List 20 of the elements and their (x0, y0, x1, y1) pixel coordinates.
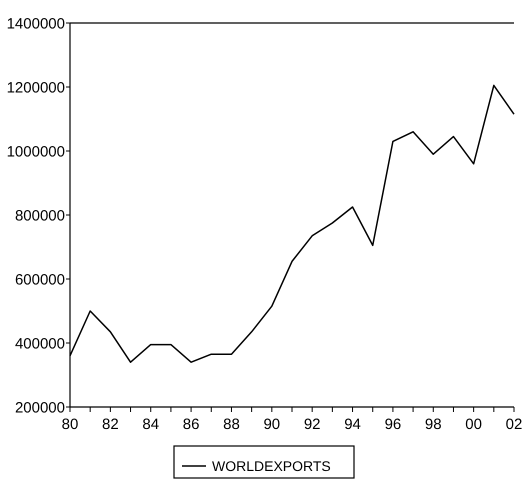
x-tick-label: 86 (182, 416, 200, 433)
x-tick-label: 92 (304, 416, 321, 433)
legend-label: WORLDEXPORTS (212, 458, 331, 474)
x-tick-label: 80 (62, 416, 78, 433)
y-tick-label: 200000 (14, 399, 65, 416)
y-tick-label: 1200000 (6, 79, 65, 96)
y-tick-label: 1400000 (6, 15, 65, 32)
y-tick-label: 400000 (14, 335, 65, 352)
x-tick-label: 02 (506, 416, 522, 433)
x-tick-label: 96 (384, 416, 402, 433)
y-tick-label: 1000000 (6, 143, 65, 160)
x-tick-label: 90 (263, 416, 280, 433)
x-tick-label: 84 (142, 416, 160, 433)
y-tick-label: 600000 (14, 271, 65, 288)
x-tick-label: 98 (424, 416, 442, 433)
x-tick-label: 00 (465, 416, 482, 433)
x-tick-label: 88 (223, 416, 240, 433)
x-tick-label: 82 (102, 416, 119, 433)
y-tick-label: 800000 (14, 207, 65, 224)
x-tick-label: 94 (344, 416, 361, 433)
